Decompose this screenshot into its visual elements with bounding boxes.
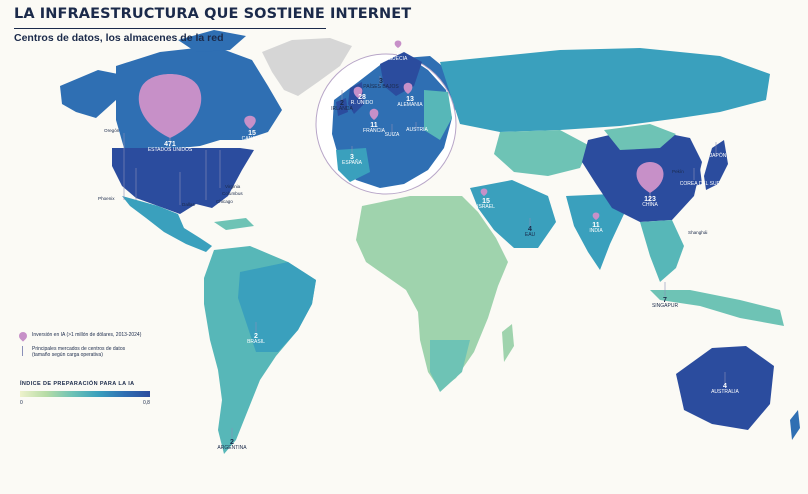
middle-east	[470, 180, 556, 248]
brazil-shape	[238, 262, 316, 352]
bubble-usa	[138, 74, 202, 138]
bubble-france	[369, 108, 379, 120]
africa	[356, 196, 508, 390]
bubble-germany	[403, 82, 413, 94]
label-france: 11 FRANCIA	[363, 122, 385, 135]
new-zealand	[790, 410, 800, 440]
label-nl: 3 PAÍSES BAJOS	[363, 78, 399, 91]
russia	[440, 48, 770, 132]
legend-markets: Principales mercados de centros de datos…	[18, 346, 141, 358]
africa-south	[430, 340, 470, 392]
arctic-islands	[178, 30, 246, 52]
bubble-india	[592, 212, 600, 220]
india-shape	[566, 194, 624, 270]
label-australia: 4 AUSTRALIA	[711, 383, 739, 396]
usa-shape	[112, 148, 254, 214]
label-brazil: 2 BRASIL	[247, 333, 265, 346]
mongolia	[604, 124, 676, 150]
scale-min: 0	[20, 400, 23, 406]
zoom-ireland	[336, 98, 348, 116]
label-india: 11 INDIA	[589, 222, 603, 235]
city-chicago: Chicago	[216, 199, 233, 204]
legend: Inversión en IA (>1 millón de dólares, 2…	[17, 330, 141, 362]
label-austria: AUSTRIA	[406, 127, 428, 133]
korea-shape	[692, 168, 702, 186]
city-columbus: Columbus	[222, 191, 243, 196]
title-underline	[14, 28, 326, 29]
madagascar	[502, 324, 514, 362]
city-virginia: Virginia	[225, 184, 241, 189]
scale-max: 0,8	[143, 400, 150, 406]
label-canada: 15 CANADÁ	[241, 130, 263, 143]
label-uae: 4 EAU	[524, 226, 536, 239]
bubble-israel	[480, 188, 488, 196]
label-spain: 3 ESPAÑA	[342, 154, 362, 167]
city-dallas: Dallas	[182, 202, 195, 207]
central-asia	[494, 130, 590, 176]
label-swiss: SUIZA	[384, 132, 400, 138]
bubble-china	[636, 162, 664, 193]
label-ireland: 2 IRLANDA	[331, 100, 353, 113]
legend-investment: Inversión en IA (>1 millón de dólares, 2…	[17, 330, 141, 342]
label-singapore: 7 SINGAPUR	[651, 297, 679, 310]
zoom-east-europe	[424, 90, 452, 140]
scale-gradient	[20, 391, 150, 397]
zoom-iberia	[336, 148, 370, 182]
market-line-icon	[22, 346, 23, 356]
map-subtitle: Centros de datos, los almacenes de la re…	[14, 32, 224, 44]
indonesia	[650, 290, 784, 326]
label-argentina: 2 ARGENTINA	[217, 439, 247, 452]
bubble-sweden	[394, 40, 402, 48]
mexico	[122, 196, 212, 252]
city-oregon: Oregón	[104, 128, 120, 133]
label-korea: COREA DEL SUR	[679, 181, 721, 187]
city-phoenix: Phoenix	[98, 196, 115, 201]
label-israel: 15 ISRAEL	[477, 198, 495, 211]
bubble-icon	[17, 330, 29, 342]
label-sweden: 7 SUECIA	[388, 50, 408, 63]
label-uk: 28 R. UNIDO	[350, 94, 374, 107]
label-japan: JAPÓN	[709, 153, 727, 159]
city-shanghai: Shanghái	[688, 230, 708, 235]
label-usa: 471 ESTADOS UNIDOS	[147, 141, 193, 154]
se-asia	[640, 220, 684, 282]
scale-title: ÍNDICE DE PREPARACIÓN PARA LA IA	[20, 381, 135, 387]
greenland	[262, 38, 352, 96]
japan-shape	[704, 140, 728, 190]
label-china: 123 CHINA	[642, 196, 658, 209]
bubble-canada	[244, 115, 256, 129]
australia-shape	[676, 346, 774, 430]
map-title: LA INFRAESTRUCTURA QUE SOSTIENE INTERNET	[14, 6, 412, 22]
bubble-uk	[353, 86, 363, 98]
label-germany: 13 ALEMANIA	[397, 96, 423, 109]
city-beijing: Pekín	[672, 169, 684, 174]
caribbean	[214, 218, 254, 230]
alaska	[60, 70, 118, 118]
